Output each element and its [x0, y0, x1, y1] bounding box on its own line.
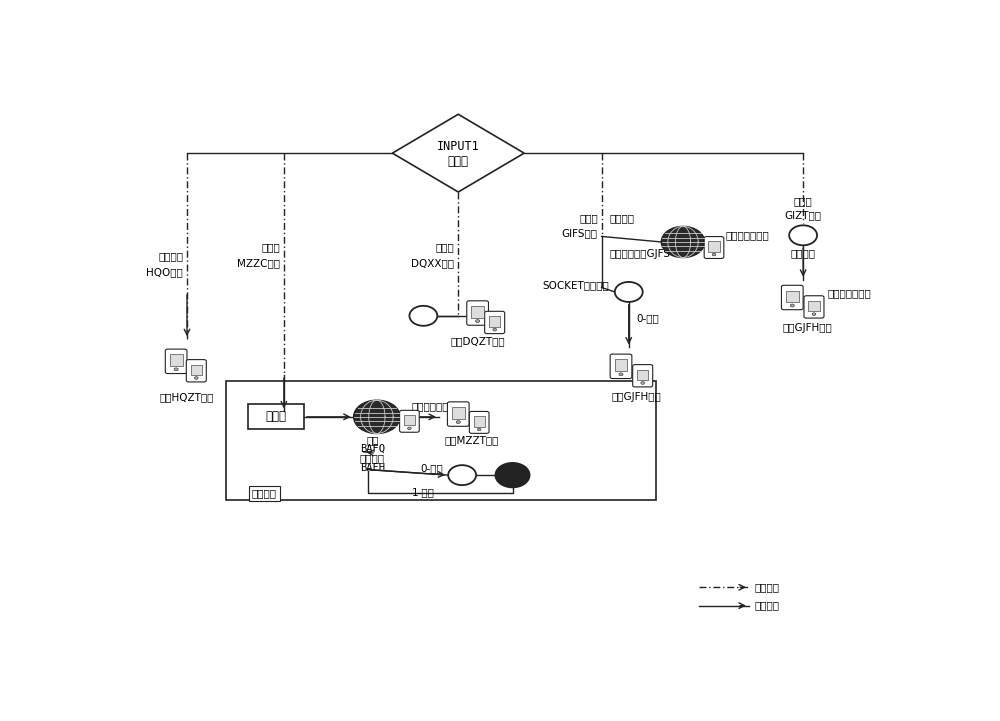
- FancyBboxPatch shape: [447, 402, 469, 426]
- Text: 同步处理: 同步处理: [754, 601, 779, 611]
- FancyBboxPatch shape: [400, 410, 419, 432]
- Text: BAFQ: BAFQ: [360, 444, 386, 454]
- Text: 0-失败: 0-失败: [637, 314, 659, 324]
- Circle shape: [354, 400, 400, 433]
- Text: 云端返回值转发: 云端返回值转发: [412, 401, 456, 411]
- FancyBboxPatch shape: [704, 236, 724, 258]
- Bar: [615, 360, 627, 371]
- Bar: [786, 291, 799, 302]
- Text: 接收到: 接收到: [794, 196, 812, 206]
- FancyBboxPatch shape: [467, 301, 488, 325]
- Text: 任务二: 任务二: [266, 410, 287, 423]
- Text: 返回状态: 返回状态: [360, 454, 385, 464]
- Bar: [248, 404, 304, 429]
- Bar: [471, 306, 484, 318]
- Text: 1-异常: 1-异常: [412, 487, 435, 497]
- Text: 有网络时: 有网络时: [609, 213, 634, 224]
- Circle shape: [615, 282, 643, 302]
- Circle shape: [448, 465, 476, 485]
- Text: HQO指令: HQO指令: [146, 267, 183, 278]
- Circle shape: [456, 420, 460, 423]
- Circle shape: [194, 376, 198, 379]
- Text: GIFS指令: GIFS指令: [562, 229, 598, 239]
- Circle shape: [409, 306, 437, 326]
- FancyBboxPatch shape: [485, 311, 505, 334]
- Circle shape: [812, 313, 816, 316]
- Bar: [708, 242, 720, 252]
- Circle shape: [790, 304, 794, 307]
- Circle shape: [476, 319, 480, 322]
- Circle shape: [619, 373, 623, 376]
- Text: 接收到: 接收到: [261, 242, 280, 252]
- Circle shape: [408, 427, 411, 430]
- Text: 返回HQZT指令: 返回HQZT指令: [160, 392, 214, 402]
- Text: 高电平: 高电平: [448, 155, 469, 168]
- Bar: [489, 317, 500, 327]
- FancyBboxPatch shape: [781, 286, 803, 310]
- Circle shape: [641, 381, 645, 384]
- Bar: [404, 415, 415, 425]
- Circle shape: [495, 463, 530, 487]
- Text: 接收到，: 接收到，: [158, 251, 183, 261]
- FancyBboxPatch shape: [186, 360, 206, 382]
- Text: SOCKET连接异常: SOCKET连接异常: [543, 280, 609, 291]
- Text: 接收到: 接收到: [579, 213, 598, 224]
- Text: 接收到: 接收到: [436, 242, 454, 252]
- Circle shape: [789, 225, 817, 245]
- FancyBboxPatch shape: [804, 296, 824, 318]
- Circle shape: [661, 226, 705, 257]
- Text: 云端返回值转发: 云端返回值转发: [828, 288, 872, 298]
- FancyBboxPatch shape: [610, 354, 632, 379]
- Text: INPUT1: INPUT1: [437, 140, 480, 153]
- Circle shape: [493, 328, 497, 331]
- Text: 返回GJFH指令: 返回GJFH指令: [782, 323, 832, 333]
- Text: 异步处理: 异步处理: [754, 583, 779, 592]
- Bar: [637, 370, 648, 380]
- Text: 供电状态: 供电状态: [791, 248, 816, 258]
- Bar: [191, 365, 202, 375]
- Bar: [170, 355, 183, 366]
- Text: BAFH: BAFH: [360, 464, 385, 474]
- Text: 0-正常: 0-正常: [420, 464, 443, 474]
- Text: 返回GJFH指令: 返回GJFH指令: [612, 392, 661, 402]
- Text: 返回MZZT指令: 返回MZZT指令: [444, 435, 499, 445]
- FancyBboxPatch shape: [165, 349, 187, 373]
- Text: DQXX指令: DQXX指令: [411, 258, 454, 268]
- Text: 重复部分: 重复部分: [252, 488, 277, 498]
- Text: 返回DQZT指令: 返回DQZT指令: [450, 336, 505, 346]
- Circle shape: [174, 368, 178, 371]
- FancyBboxPatch shape: [633, 365, 653, 387]
- Text: 备案: 备案: [367, 435, 379, 445]
- Bar: [474, 416, 485, 427]
- FancyBboxPatch shape: [469, 412, 489, 433]
- Text: MZZC指令: MZZC指令: [237, 258, 280, 268]
- Text: 模块告警发送GJFS: 模块告警发送GJFS: [609, 249, 670, 259]
- Bar: [226, 381, 656, 500]
- Circle shape: [477, 428, 481, 430]
- Circle shape: [712, 253, 716, 256]
- Text: 云端返回值转发: 云端返回值转发: [726, 230, 769, 240]
- Bar: [452, 407, 465, 419]
- Bar: [808, 301, 820, 311]
- Text: GIZT指令: GIZT指令: [785, 211, 822, 221]
